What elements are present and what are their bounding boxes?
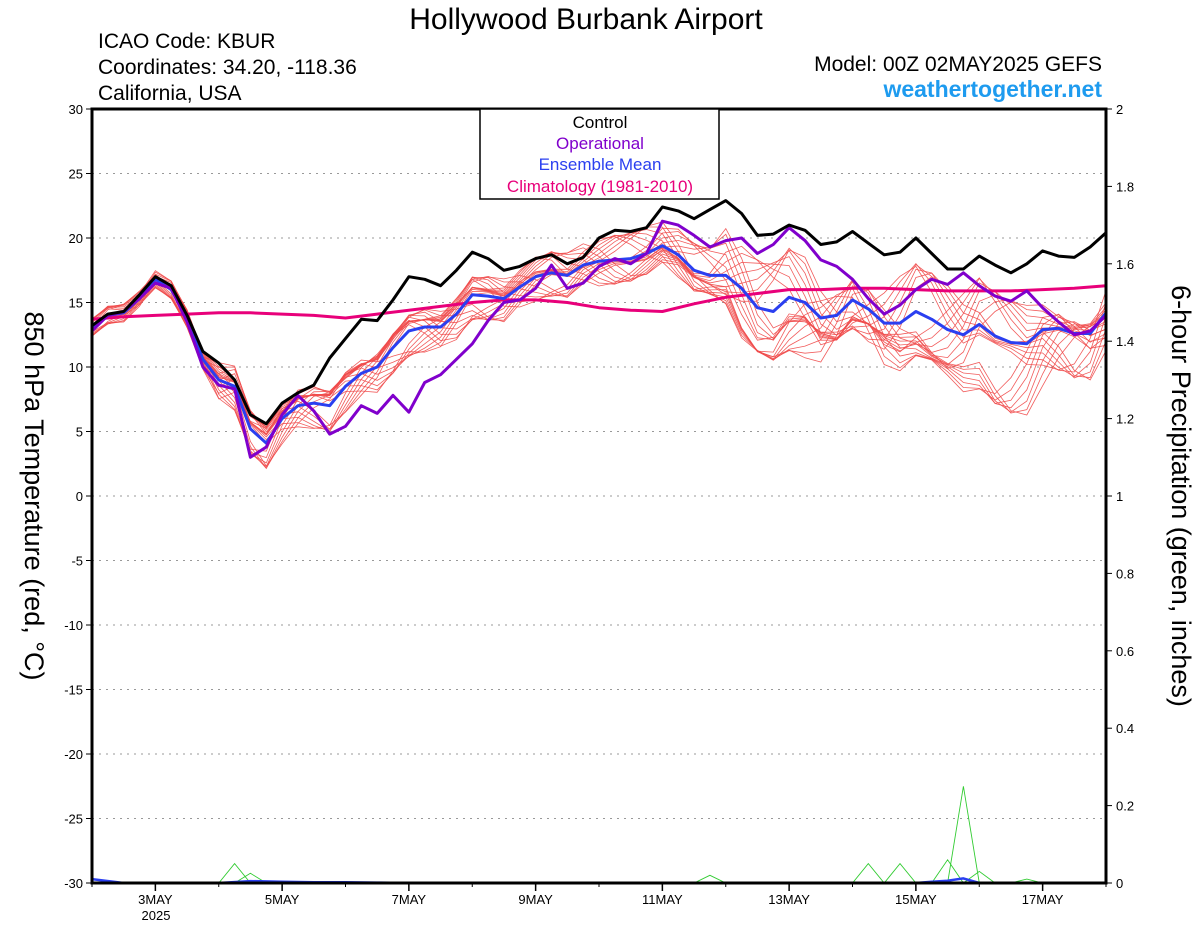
legend: Control Operational Ensemble Mean Climat… <box>479 108 720 200</box>
ensemble-member-line <box>91 233 1107 435</box>
ensemble-member-line <box>91 226 1107 469</box>
y-right-tick-label: 0.2 <box>1116 799 1134 814</box>
y-left-tick-label: -20 <box>64 747 83 762</box>
x-tick-label: 13MAY <box>768 892 810 907</box>
x-tick-label: 7MAY <box>392 892 427 907</box>
legend-box <box>479 108 720 200</box>
y-left-tick-label: 15 <box>69 296 83 311</box>
x-tick-label: 9MAY <box>518 892 553 907</box>
y-right-tick-label: 2 <box>1116 102 1123 117</box>
ensemble-member-line <box>91 248 1107 433</box>
right-axis: 2 1.8 1.6 1.4 1.2 1 0.8 0.6 0.4 0.2 0 <box>1106 102 1134 891</box>
x-tick-label: 15MAY <box>895 892 937 907</box>
y-right-tick-label: 1.4 <box>1116 334 1134 349</box>
chart-title: Hollywood Burbank Airport <box>409 3 763 36</box>
ensemble-member-line <box>91 251 1107 431</box>
ensemble-mean-line <box>91 244 1108 445</box>
ensemble-member-line <box>91 234 1107 438</box>
gridlines <box>92 108 1106 884</box>
region: California, USA <box>98 82 242 105</box>
site-credit: weathertogether.net <box>882 76 1102 102</box>
y-right-tick-label: 1.2 <box>1116 412 1134 427</box>
x-tick-label: 5MAY <box>265 892 300 907</box>
legend-ensemble-mean: Ensemble Mean <box>539 155 662 174</box>
y-right-tick-label: 0.4 <box>1116 721 1134 736</box>
y-left-tick-label: 5 <box>76 425 83 440</box>
coordinates: Coordinates: 34.20, -118.36 <box>98 56 357 79</box>
y-right-tick-label: 0 <box>1116 876 1123 891</box>
icao-code: ICAO Code: KBUR <box>98 30 275 53</box>
y-left-tick-label: 20 <box>69 231 83 246</box>
x-tick-label: 17MAY <box>1022 892 1064 907</box>
legend-climatology: Climatology (1981-2010) <box>507 177 693 196</box>
climatology-line <box>91 284 1107 321</box>
y-left-tick-label: 25 <box>69 167 83 182</box>
y-right-tick-label: 0.6 <box>1116 644 1134 659</box>
y-left-tick-label: -5 <box>71 554 83 569</box>
y-right-tick-label: 0.8 <box>1116 566 1134 581</box>
x-year-label: 2025 <box>142 908 171 923</box>
y-right-tick-label: 1.8 <box>1116 179 1134 194</box>
y-right-tick-label: 1 <box>1116 489 1123 504</box>
x-tick-label: 11MAY <box>642 892 683 907</box>
y-left-tick-label: 0 <box>76 489 83 504</box>
legend-operational: Operational <box>556 134 644 153</box>
left-axis: 30 25 20 15 10 5 0 -5 -10 -15 -20 -25 -30 <box>64 102 92 891</box>
model-run: Model: 00Z 02MAY2025 GEFS <box>814 53 1102 76</box>
x-axis: 3MAY 5MAY 7MAY 9MAY 11MAY 13MAY 15MAY 17MAY <box>91 883 1107 907</box>
y-axis-label-left: 850 hPa Temperature (red, °C) <box>19 312 49 681</box>
operational-line <box>90 219 1108 459</box>
y-right-tick-label: 1.6 <box>1116 257 1134 272</box>
y-left-tick-label: 10 <box>69 360 83 375</box>
y-left-tick-label: -10 <box>64 618 83 633</box>
y-left-tick-label: 30 <box>69 102 83 117</box>
y-axis-label-right: 6-hour Precipitation (green, inches) <box>1166 285 1196 707</box>
ensemble-member-line <box>91 232 1107 468</box>
ensemble-member-line <box>91 234 1107 464</box>
legend-control: Control <box>573 113 628 132</box>
control-line <box>91 199 1108 426</box>
x-tick-label: 3MAY <box>138 892 173 907</box>
y-left-tick-label: -15 <box>64 683 83 698</box>
precipitation-traces <box>92 786 1106 884</box>
y-left-tick-label: -30 <box>64 876 83 891</box>
ensemble-member-line <box>91 234 1107 459</box>
y-left-tick-label: -25 <box>64 812 83 827</box>
